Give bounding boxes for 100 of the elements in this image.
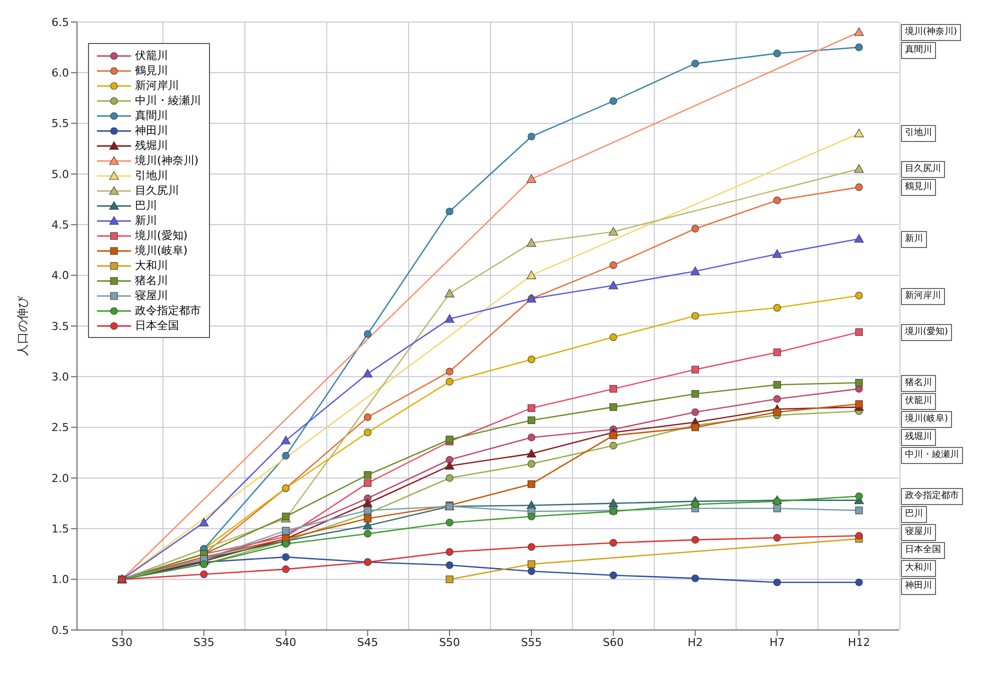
legend-label: 残堀川: [135, 138, 168, 153]
point: [282, 526, 290, 534]
point: [855, 183, 863, 191]
point: [773, 578, 781, 586]
legend-label: 新河岸川: [135, 78, 179, 93]
text: 境川(愛知): [905, 327, 948, 338]
point: [855, 492, 863, 500]
point: [280, 436, 291, 444]
legend-label: 大和川: [135, 258, 168, 273]
point: [691, 390, 700, 398]
point: [446, 474, 454, 482]
point: [855, 44, 863, 52]
point: [444, 288, 454, 298]
point: [528, 480, 536, 488]
point: [528, 543, 536, 551]
point: [854, 234, 864, 243]
y-tick-label: 1.5: [52, 522, 69, 536]
point: [282, 452, 290, 460]
point: [528, 416, 536, 424]
legend-label: 猪名川: [135, 273, 168, 288]
text: 引地川: [905, 128, 932, 138]
legend-label: 引地川: [135, 168, 168, 183]
point: [610, 333, 618, 341]
point: [691, 60, 700, 68]
text: 猪名川: [905, 378, 932, 388]
point: [691, 224, 700, 233]
x-tick-label: S35: [193, 636, 214, 649]
legend-label: 巴川: [135, 198, 157, 213]
y-tick-label: 3.0: [52, 370, 69, 384]
legend-label: 境川(愛知): [135, 228, 188, 243]
point: [773, 395, 781, 403]
point: [691, 500, 700, 508]
legend-label: 中川・綾瀬川: [135, 93, 201, 108]
point: [855, 532, 863, 540]
point: [446, 378, 454, 386]
point: [528, 460, 536, 468]
point: [610, 385, 618, 393]
text: 目久尻川: [905, 164, 941, 174]
point: [691, 312, 700, 320]
point: [773, 304, 781, 312]
y-tick-label: 2.5: [52, 421, 69, 434]
point: [773, 196, 781, 204]
y-tick-label: 3.5: [52, 320, 69, 333]
legend-label: 日本全国: [135, 318, 179, 333]
point: [446, 548, 454, 556]
point: [364, 428, 372, 436]
point: [362, 368, 372, 378]
text: 神田川: [905, 581, 932, 592]
text: 大和川: [905, 563, 932, 574]
x-tick-label: H7: [769, 636, 785, 649]
y-axis-title: 人口の伸び: [15, 295, 30, 356]
y-tick-label: 6.0: [52, 66, 69, 80]
point: [200, 570, 208, 578]
point: [610, 571, 618, 580]
point: [528, 567, 536, 576]
point: [364, 479, 372, 487]
text: 日本全国: [905, 545, 941, 556]
x-tick-label: S45: [357, 636, 378, 649]
point: [446, 368, 454, 376]
point: [610, 442, 618, 450]
point: [282, 540, 290, 548]
y-tick-label: 4.0: [52, 269, 69, 282]
point: [608, 280, 618, 290]
point: [364, 506, 372, 514]
point: [854, 164, 864, 173]
point: [773, 408, 781, 416]
text: 真間川: [905, 45, 932, 56]
point: [608, 498, 618, 508]
point: [610, 403, 618, 411]
y-tick-label: 5.5: [52, 117, 69, 130]
legend-label: 伏籠川: [135, 48, 168, 63]
point: [855, 578, 863, 586]
point: [528, 434, 536, 442]
point: [773, 380, 781, 389]
x-tick-label: S40: [275, 636, 296, 649]
point: [528, 512, 536, 520]
point: [772, 249, 782, 258]
point: [855, 506, 863, 514]
point: [855, 292, 863, 300]
point: [364, 413, 372, 421]
point: [610, 432, 618, 440]
point: [364, 530, 372, 538]
y-tick-label: 6.5: [52, 16, 69, 29]
point: [773, 50, 781, 58]
point: [610, 97, 618, 105]
point: [691, 366, 700, 374]
point: [855, 400, 863, 408]
legend-label: 神田川: [135, 123, 168, 138]
point: [773, 504, 781, 512]
point: [773, 348, 781, 356]
point: [364, 471, 372, 479]
point: [364, 330, 372, 338]
point: [282, 553, 290, 561]
y-tick-label: 1.0: [52, 573, 69, 586]
point: [199, 518, 209, 526]
legend-label: 新川: [135, 213, 157, 228]
legend-label: 境川(岐阜): [135, 243, 188, 258]
text: 鶴見川: [905, 182, 932, 192]
y-tick-label: 4.5: [52, 218, 69, 232]
point: [446, 576, 454, 584]
